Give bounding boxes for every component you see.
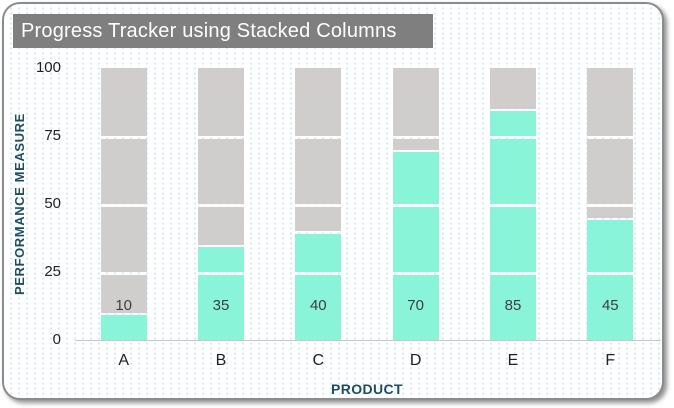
bar-segment-remaining [392,68,439,136]
plot-area: 10 35 40 70 85 45 [75,68,659,340]
bar-column-c: 40 [295,68,342,340]
bar-column-e: 85 [489,68,536,340]
bar-segment-achieved [489,111,536,136]
bar-segment-achieved [587,274,634,340]
x-category-label-d: D [409,352,422,369]
bar-segment-achieved [489,274,536,340]
bar-segment-achieved [197,274,244,340]
chart-title: Progress Tracker using Stacked Columns [13,14,433,48]
bar-segment-remaining [100,138,147,204]
bar-segment-achieved [197,247,244,272]
y-tick-label: 75 [44,127,61,144]
x-category-label-c: C [312,352,325,369]
bar-value-label: 85 [504,297,522,314]
bar-segment-remaining [587,206,634,218]
bar-segment-remaining [489,68,536,109]
bar-segment-remaining [100,274,147,313]
bar-value-label: 70 [407,297,424,314]
y-tick-label: 50 [44,195,61,212]
bar-segment-remaining [295,206,342,232]
chart-card: Progress Tracker using Stacked Columns P… [2,2,664,400]
bar-segment-achieved [489,138,536,204]
bar-segment-remaining [197,206,244,245]
x-category-label-b: B [215,352,227,369]
bar-value-label: 35 [212,297,230,314]
x-category-label-f: F [605,352,616,369]
bar-segment-achieved [489,206,536,272]
bar-column-d: 70 [392,68,439,340]
bar-segment-remaining [392,138,439,150]
bar-segment-achieved [295,274,342,340]
bar-segment-achieved [100,315,147,340]
bar-value-label: 10 [115,297,132,314]
y-tick-label: 100 [35,59,61,76]
bar-column-f: 45 [587,68,634,340]
x-axis-line [75,340,661,341]
bar-segment-remaining [100,68,147,136]
bar-segment-remaining [295,68,342,136]
bar-segment-remaining [197,68,244,136]
bar-column-b: 35 [197,68,244,340]
bar-segment-remaining [197,138,244,204]
bar-segment-achieved [587,220,634,272]
bar-column-a: 10 [100,68,147,340]
bar-segment-remaining [100,206,147,272]
x-category-label-a: A [118,352,129,369]
x-axis-title: PRODUCT [330,381,404,397]
bar-segment-achieved [392,274,439,340]
bar-segment-remaining [587,138,634,204]
bar-segment-remaining [587,68,634,136]
y-axis-ticks: 0 25 50 75 100 [4,59,61,348]
bar-value-label: 40 [309,297,327,314]
y-tick-label: 0 [52,331,61,348]
bar-segment-achieved [392,206,439,272]
bar-value-label: 45 [601,297,619,314]
bar-segment-achieved [295,233,342,272]
bar-segment-achieved [392,152,439,204]
bar-segment-remaining [295,138,342,204]
y-tick-label: 25 [44,263,61,280]
x-category-labels: A B C D E F [75,351,659,371]
x-category-label-e: E [507,352,519,369]
